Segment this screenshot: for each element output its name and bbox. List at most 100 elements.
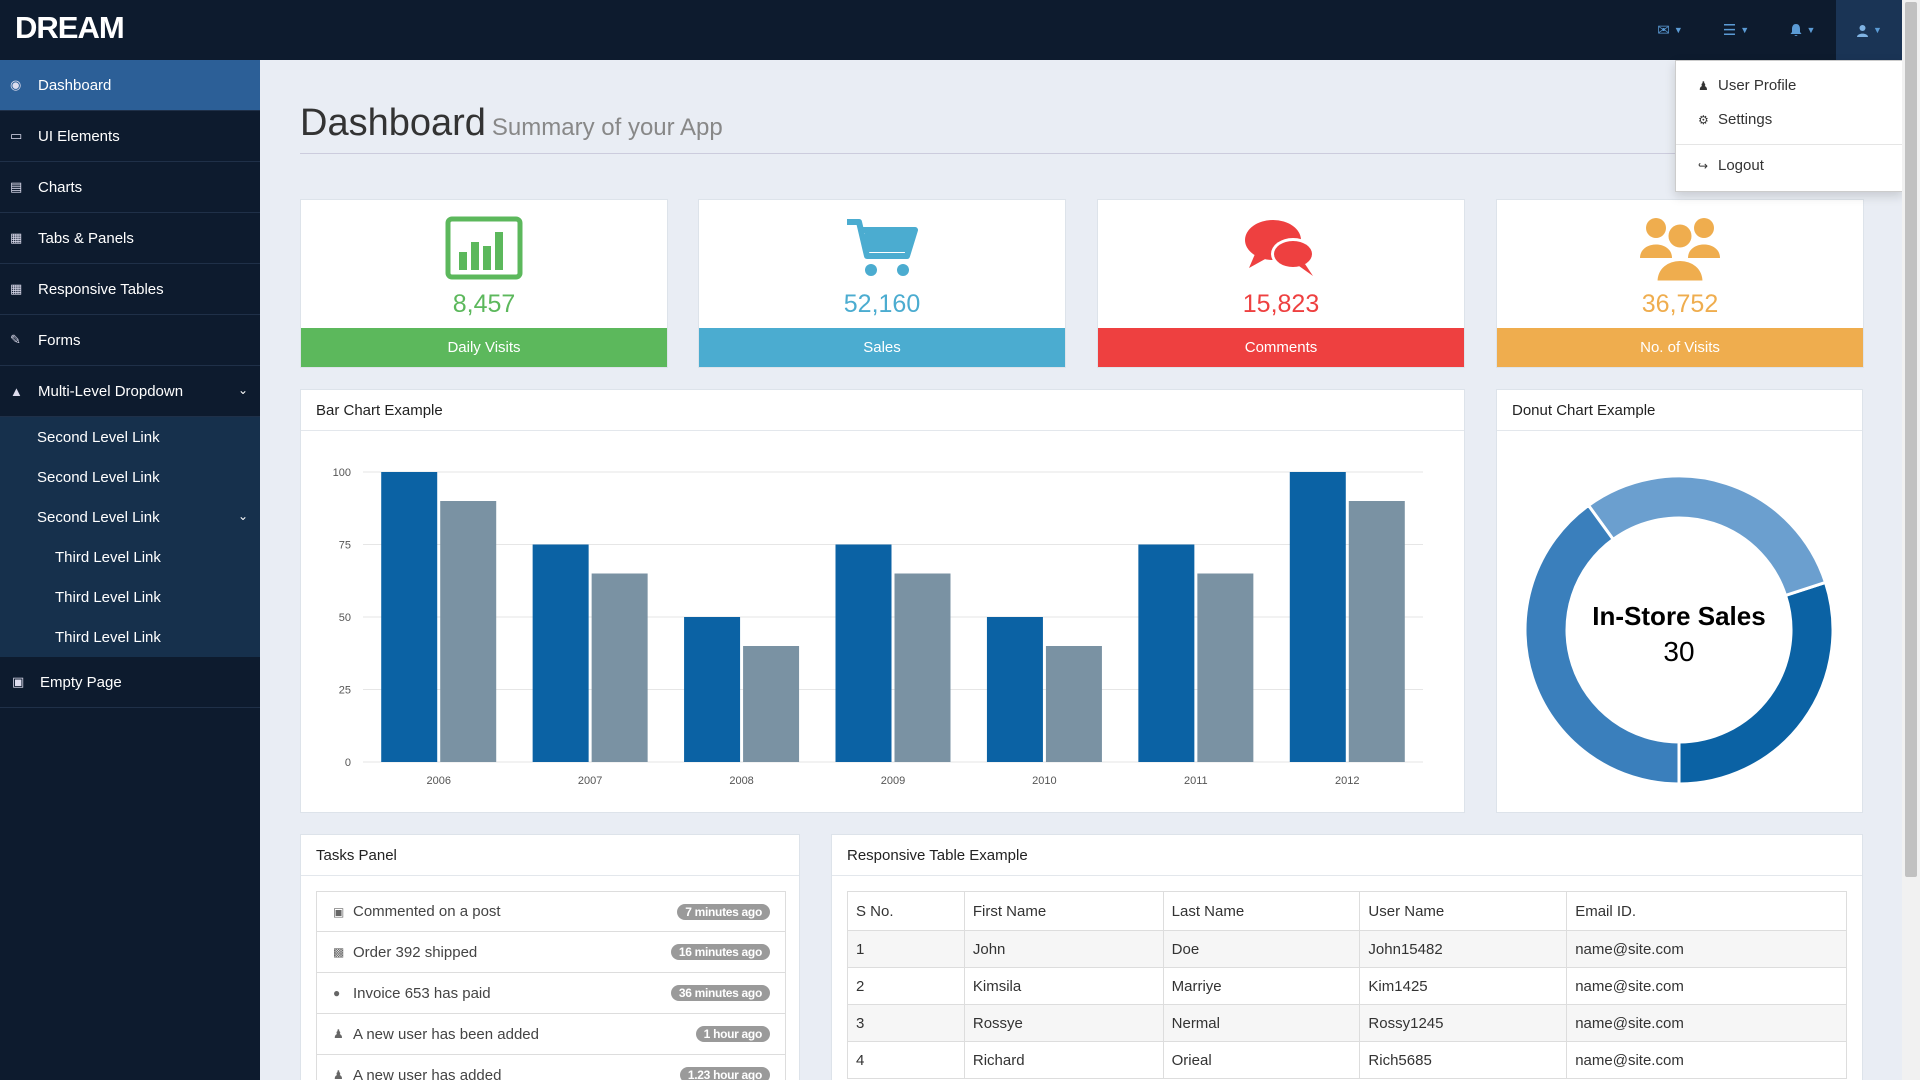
task-text: Invoice 653 has paid <box>353 984 491 1002</box>
table-header-row: S No. First Name Last Name User Name Ema… <box>847 891 1847 931</box>
stat-label: Sales <box>699 328 1065 367</box>
sidebar-item-charts[interactable]: ▤ Charts <box>0 162 260 213</box>
link-label: Third Level Link <box>55 548 161 566</box>
donut-chart-panel: Donut Chart Example In-Store Sales 30 <box>1496 389 1863 813</box>
bar-series-2[interactable] <box>894 573 951 763</box>
column-header[interactable]: User Name <box>1359 891 1568 931</box>
column-header[interactable]: S No. <box>847 891 965 931</box>
bar-series-1[interactable] <box>1289 472 1346 762</box>
link-label: Second Level Link <box>37 508 160 526</box>
user-icon <box>1857 24 1869 37</box>
icon-wrap <box>1098 216 1464 280</box>
third-level-link[interactable]: Third Level Link <box>0 577 260 617</box>
table-cell: 3 <box>847 1004 965 1042</box>
column-header[interactable]: Last Name <box>1162 891 1361 931</box>
bar-series-2[interactable] <box>1197 573 1254 763</box>
stat-card-daily-visits: 8,457 Daily Visits <box>300 199 668 368</box>
stat-value: 36,752 <box>1641 290 1719 318</box>
column-header[interactable]: First Name <box>963 891 1164 931</box>
sidebar-item-label: Multi-Level Dropdown <box>38 382 184 400</box>
messages-dropdown[interactable]: ✉ ▼ <box>1637 0 1703 60</box>
task-item[interactable]: ♟ A new user has added 1.23 hour ago <box>316 1055 786 1080</box>
bar-series-1[interactable] <box>835 544 892 763</box>
donut-slice[interactable] <box>1677 580 1835 786</box>
second-level-link-expandable[interactable]: Second Level Link ⌄ <box>0 497 260 537</box>
time-badge: 7 minutes ago <box>677 904 770 920</box>
table-cell: Marriye <box>1162 967 1361 1005</box>
page-scrollbar[interactable] <box>1902 0 1920 1080</box>
table-cell: Richard <box>963 1041 1164 1079</box>
third-level-link[interactable]: Third Level Link <box>0 617 260 657</box>
sitemap-icon: ▲ <box>10 383 23 399</box>
file-icon: ▣ <box>12 674 25 689</box>
alerts-dropdown[interactable]: ▼ <box>1769 0 1835 60</box>
sidebar-item-forms[interactable]: ✎ Forms <box>0 315 260 366</box>
bar-series-1[interactable] <box>532 544 589 763</box>
sidebar-item-ui-elements[interactable]: ▭ UI Elements <box>0 111 260 162</box>
sidebar-item-responsive-tables[interactable]: ▦ Responsive Tables <box>0 264 260 315</box>
table-cell: Doe <box>1162 930 1361 968</box>
task-item[interactable]: ● Invoice 653 has paid 36 minutes ago <box>316 973 786 1014</box>
bar-series-1[interactable] <box>684 617 741 762</box>
second-level-link[interactable]: Second Level Link <box>0 457 260 497</box>
x-tick-label: 2011 <box>1184 775 1208 787</box>
x-tick-label: 2012 <box>1335 775 1359 787</box>
second-level-menu: Second Level Link Second Level Link Seco… <box>0 417 260 657</box>
third-level-link[interactable]: Third Level Link <box>0 537 260 577</box>
y-tick-label: 75 <box>339 540 351 552</box>
task-item[interactable]: ▩ Order 392 shipped 16 minutes ago <box>316 932 786 973</box>
table-row[interactable]: 4 Richard Orieal Rich5685 name@site.com <box>847 1041 1847 1079</box>
bar-series-2[interactable] <box>440 501 497 762</box>
bar-series-1[interactable] <box>986 617 1043 762</box>
menu-item-user-profile[interactable]: ♟ User Profile <box>1698 77 1796 94</box>
donut-slice[interactable] <box>1586 474 1828 598</box>
bar-series-2[interactable] <box>591 573 648 763</box>
scrollbar-thumb[interactable] <box>1905 2 1917 877</box>
page-header: Dashboard Summary of your App <box>300 102 1862 154</box>
table-icon: ▦ <box>10 281 23 296</box>
table-cell: name@site.com <box>1566 1004 1847 1042</box>
table-row[interactable]: 1 John Doe John15482 name@site.com <box>847 930 1847 968</box>
table-row[interactable]: 3 Rossye Nermal Rossy1245 name@site.com <box>847 1004 1847 1042</box>
link-label: Third Level Link <box>55 588 161 606</box>
donut-slice[interactable] <box>1523 503 1681 786</box>
sidebar-item-empty-page[interactable]: ▣ Empty Page <box>0 657 260 708</box>
link-label: Second Level Link <box>37 468 160 486</box>
y-tick-label: 50 <box>339 612 351 624</box>
column-header[interactable]: Email ID. <box>1566 891 1847 931</box>
table-row[interactable]: 2 Kimsila Marriye Kim1425 name@site.com <box>847 967 1847 1005</box>
menu-label: User Profile <box>1718 77 1797 94</box>
bar-series-1[interactable] <box>381 472 438 762</box>
sidebar-item-tabs-panels[interactable]: ▦ Tabs & Panels <box>0 213 260 264</box>
menu-item-settings[interactable]: ⚙ Settings <box>1698 111 1772 128</box>
icon-wrap <box>699 216 1065 280</box>
bar-series-1[interactable] <box>1138 544 1195 763</box>
y-tick-label: 0 <box>345 757 351 769</box>
comment-icon: ▣ <box>333 904 345 919</box>
sidebar-item-dashboard[interactable]: ◉ Dashboard <box>0 60 260 111</box>
user-icon: ♟ <box>333 1068 344 1080</box>
shopping-cart-icon <box>847 219 918 276</box>
gear-icon: ⚙ <box>1698 112 1709 127</box>
bar-series-2[interactable] <box>1348 501 1405 762</box>
table-cell: Nermal <box>1162 1004 1361 1042</box>
table-cell: Rich5685 <box>1359 1041 1568 1079</box>
menu-label: Settings <box>1718 111 1773 128</box>
sidebar-item-multi-level-dropdown[interactable]: ▲ Multi-Level Dropdown ⌄ <box>0 366 260 417</box>
sidebar-item-label: Responsive Tables <box>38 280 164 298</box>
task-item[interactable]: ▣ Commented on a post 7 minutes ago <box>316 891 786 932</box>
brand-logo[interactable]: DREAM <box>15 10 125 45</box>
chevron-down-icon: ⌄ <box>237 383 248 397</box>
bar-series-2[interactable] <box>1045 646 1102 762</box>
tasks-dropdown[interactable]: ☰ ▼ <box>1703 0 1769 60</box>
bar-series-2[interactable] <box>743 646 800 762</box>
user-dropdown[interactable]: ▼ <box>1836 0 1902 60</box>
panel-title: Tasks Panel <box>301 835 799 876</box>
second-level-link[interactable]: Second Level Link <box>0 417 260 457</box>
icon-wrap <box>301 216 667 280</box>
menu-item-logout[interactable]: ↪ Logout <box>1698 157 1764 174</box>
stat-value: 8,457 <box>452 290 516 318</box>
top-navbar: DREAM ✉ ▼ ☰ ▼ ▼ ▼ <box>0 0 1902 60</box>
task-item[interactable]: ♟ A new user has been added 1 hour ago <box>316 1014 786 1055</box>
panel-title: Responsive Table Example <box>832 835 1862 876</box>
